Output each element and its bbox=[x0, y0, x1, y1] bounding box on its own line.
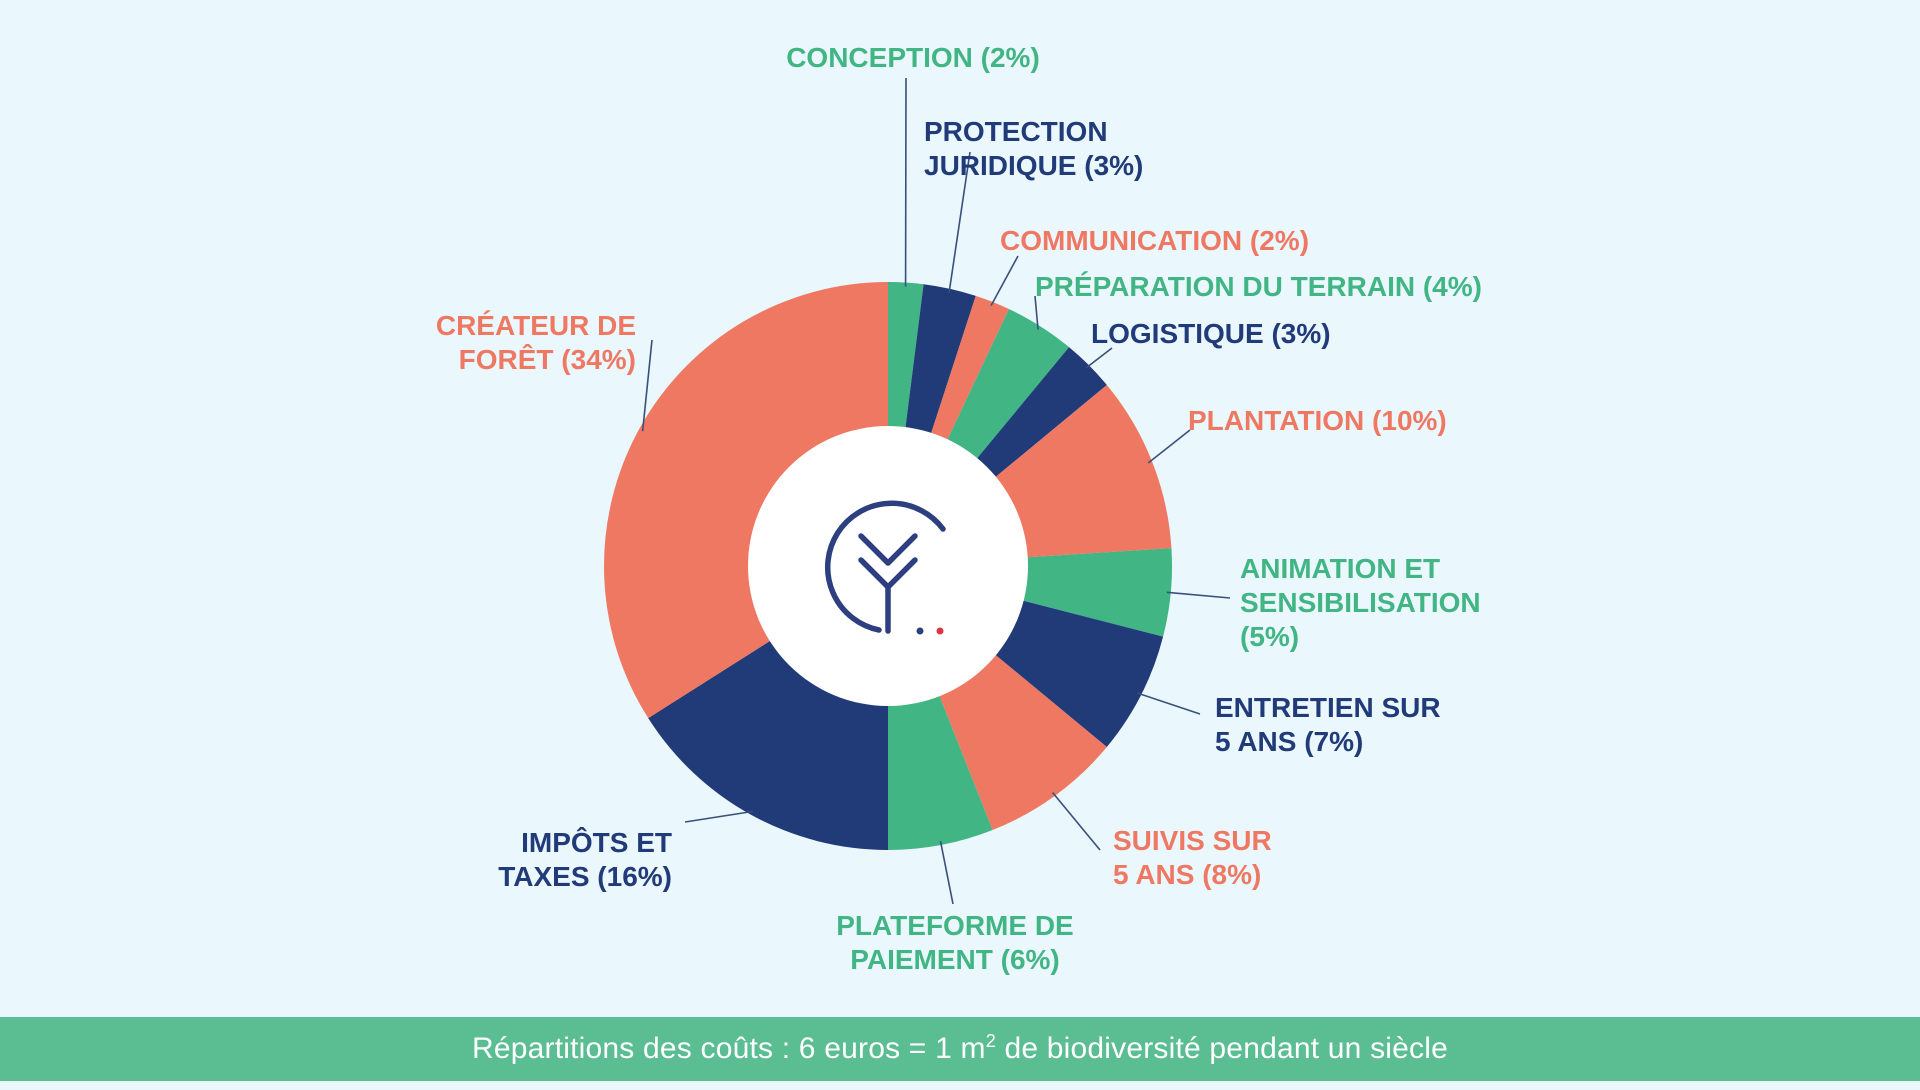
leader-line-createur-de-foret bbox=[641, 339, 653, 432]
labels-layer: CONCEPTION (2%) PROTECTION JURIDIQUE (3%) C… bbox=[436, 42, 1482, 975]
leader-line-plateforme-de-paiement bbox=[939, 840, 954, 905]
caption-bar: Répartitions des coûts : 6 euros = 1 m2 … bbox=[0, 1017, 1920, 1081]
center-hole bbox=[748, 426, 1028, 706]
caption-text: Répartitions des coûts : 6 euros = 1 m2 … bbox=[472, 1032, 1448, 1066]
slice-label-line: PRÉPARATION DU TERRAIN (4%) bbox=[1035, 271, 1482, 302]
logo-dot-navy bbox=[916, 627, 924, 635]
slice-label-line: PROTECTION bbox=[924, 116, 1108, 147]
leader-line-entretien-sur-5-ans bbox=[1137, 692, 1201, 715]
leader-line-suivis-sur-5-ans bbox=[1051, 792, 1101, 851]
slice-label-line: PLANTATION (10%) bbox=[1188, 405, 1447, 436]
slice-label-conception: CONCEPTION (2%) bbox=[786, 42, 1040, 73]
caption-superscript: 2 bbox=[985, 1031, 996, 1051]
center-logo bbox=[748, 426, 1028, 706]
slice-label-preparation-du-terrain: PRÉPARATION DU TERRAIN (4%) bbox=[1035, 271, 1482, 302]
caption-after: de biodiversité pendant un siècle bbox=[995, 1032, 1449, 1065]
leader-line-logistique bbox=[1085, 347, 1113, 369]
slice-label-entretien-sur-5-ans: ENTRETIEN SUR 5 ANS (7%) bbox=[1215, 692, 1441, 757]
slice-label-line: PLATEFORME DE bbox=[836, 910, 1073, 941]
slice-label-line: TAXES (16%) bbox=[498, 861, 672, 892]
slice-label-line: 5 ANS (8%) bbox=[1113, 859, 1261, 890]
slice-label-logistique: LOGISTIQUE (3%) bbox=[1091, 318, 1331, 349]
slice-label-plateforme-de-paiement: PLATEFORME DE PAIEMENT (6%) bbox=[836, 910, 1073, 975]
slice-label-line: (5%) bbox=[1240, 621, 1299, 652]
leader-line-animation-et-sensibilisation bbox=[1166, 591, 1231, 599]
slice-label-protection-juridique: PROTECTION JURIDIQUE (3%) bbox=[924, 116, 1143, 181]
slice-label-animation-et-sensibilisation: ANIMATION ET SENSIBILISATION (5%) bbox=[1240, 553, 1481, 652]
slice-label-plantation: PLANTATION (10%) bbox=[1188, 405, 1447, 436]
leader-line-plantation bbox=[1147, 429, 1191, 464]
slice-label-line: IMPÔTS ET bbox=[521, 826, 672, 858]
leader-line-impots-et-taxes bbox=[684, 810, 754, 823]
slice-label-suivis-sur-5-ans: SUIVIS SUR 5 ANS (8%) bbox=[1113, 825, 1272, 890]
leader-line-preparation-du-terrain bbox=[1034, 295, 1039, 330]
slice-label-line: 5 ANS (7%) bbox=[1215, 726, 1363, 757]
leaf-check-logo-icon bbox=[825, 500, 946, 634]
caption-before: Répartitions des coûts : 6 euros = 1 m bbox=[471, 1032, 986, 1065]
slice-label-line: CRÉATEUR DE bbox=[436, 310, 636, 341]
slice-label-line: SUIVIS SUR bbox=[1113, 825, 1272, 856]
leader-line-communication bbox=[990, 255, 1019, 307]
leader-lines-layer bbox=[641, 77, 1231, 905]
slice-label-impots-et-taxes: IMPÔTS ET TAXES (16%) bbox=[498, 826, 672, 892]
slice-label-line: LOGISTIQUE (3%) bbox=[1091, 318, 1331, 349]
slice-label-line: ANIMATION ET bbox=[1240, 553, 1440, 584]
slice-label-line: JURIDIQUE (3%) bbox=[924, 150, 1143, 181]
slice-label-line: FORÊT (34%) bbox=[459, 344, 636, 375]
slice-label-line: ENTRETIEN SUR bbox=[1215, 692, 1441, 723]
slice-label-createur-de-foret: CRÉATEUR DE FORÊT (34%) bbox=[436, 310, 636, 375]
logo-dot-red bbox=[936, 627, 944, 635]
slice-label-line: COMMUNICATION (2%) bbox=[1000, 225, 1309, 256]
slice-label-communication: COMMUNICATION (2%) bbox=[1000, 225, 1309, 256]
slice-label-line: SENSIBILISATION bbox=[1240, 587, 1481, 618]
slice-label-line: CONCEPTION (2%) bbox=[786, 42, 1040, 73]
slice-label-line: PAIEMENT (6%) bbox=[850, 944, 1060, 975]
leader-line-protection-juridique bbox=[948, 151, 971, 293]
